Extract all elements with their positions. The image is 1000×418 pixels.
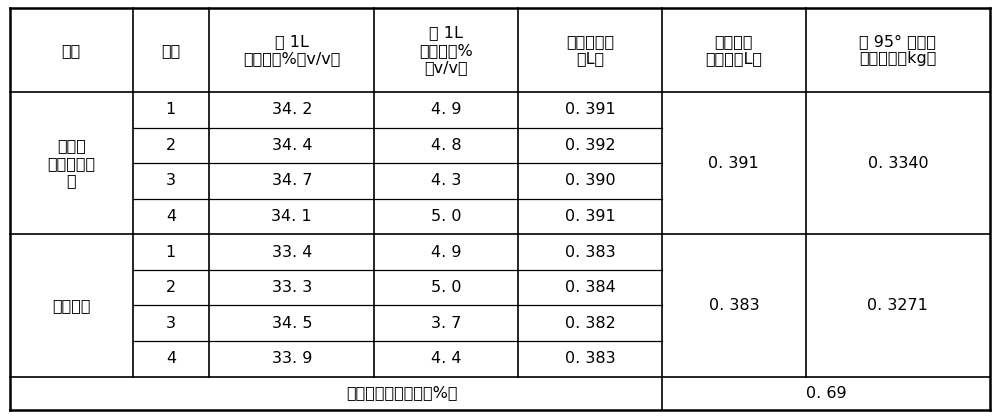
Text: 提高原料出酒精率（%）: 提高原料出酒精率（%） (346, 385, 457, 400)
Text: 33. 4: 33. 4 (272, 245, 312, 260)
Text: 4: 4 (166, 209, 176, 224)
Text: 4. 4: 4. 4 (431, 351, 461, 366)
Text: 前 1L
酒精浓度%（v/v）: 前 1L 酒精浓度%（v/v） (243, 34, 340, 66)
Text: 0. 391: 0. 391 (565, 102, 615, 117)
Text: 0. 391: 0. 391 (565, 209, 615, 224)
Text: 33. 9: 33. 9 (272, 351, 312, 366)
Text: 34. 5: 34. 5 (272, 316, 312, 331)
Text: 0. 69: 0. 69 (806, 385, 846, 400)
Text: 2: 2 (166, 138, 176, 153)
Text: 4. 3: 4. 3 (431, 173, 461, 189)
Text: 纯酒精产
量均值（L）: 纯酒精产 量均值（L） (705, 34, 762, 66)
Text: 3: 3 (166, 316, 176, 331)
Text: 2: 2 (166, 280, 176, 295)
Text: 添加酶
发酵废液实
验: 添加酶 发酵废液实 验 (47, 138, 95, 188)
Text: 5. 0: 5. 0 (431, 280, 461, 295)
Text: 34. 4: 34. 4 (272, 138, 312, 153)
Text: 1: 1 (166, 102, 176, 117)
Text: 0. 392: 0. 392 (565, 138, 615, 153)
Text: 0. 3271: 0. 3271 (867, 298, 928, 313)
Text: 34. 2: 34. 2 (272, 102, 312, 117)
Text: 5. 0: 5. 0 (431, 209, 461, 224)
Text: 1: 1 (166, 245, 176, 260)
Text: 0. 383: 0. 383 (565, 351, 615, 366)
Text: 0. 3340: 0. 3340 (868, 156, 928, 171)
Text: 4. 8: 4. 8 (431, 138, 462, 153)
Text: 0. 390: 0. 390 (565, 173, 615, 189)
Text: 0. 384: 0. 384 (565, 280, 615, 295)
Text: 折 95° 酒精产
量平均值（kg）: 折 95° 酒精产 量平均值（kg） (859, 34, 937, 66)
Text: 34. 1: 34. 1 (271, 209, 312, 224)
Text: 4: 4 (166, 351, 176, 366)
Text: 对照实验: 对照实验 (52, 298, 91, 313)
Text: 3. 7: 3. 7 (431, 316, 461, 331)
Text: 0. 382: 0. 382 (565, 316, 615, 331)
Text: 34. 7: 34. 7 (272, 173, 312, 189)
Text: 0. 391: 0. 391 (708, 156, 759, 171)
Text: 后 1L
酒精浓度%
（v/v）: 后 1L 酒精浓度% （v/v） (419, 25, 473, 75)
Text: 4. 9: 4. 9 (431, 245, 461, 260)
Text: 4. 9: 4. 9 (431, 102, 461, 117)
Text: 瓶号: 瓶号 (161, 43, 180, 58)
Text: 0. 383: 0. 383 (565, 245, 615, 260)
Text: 33. 3: 33. 3 (272, 280, 312, 295)
Text: 组号: 组号 (62, 43, 81, 58)
Text: 3: 3 (166, 173, 176, 189)
Text: 纯酒精产量
（L）: 纯酒精产量 （L） (566, 34, 614, 66)
Text: 0. 383: 0. 383 (709, 298, 759, 313)
